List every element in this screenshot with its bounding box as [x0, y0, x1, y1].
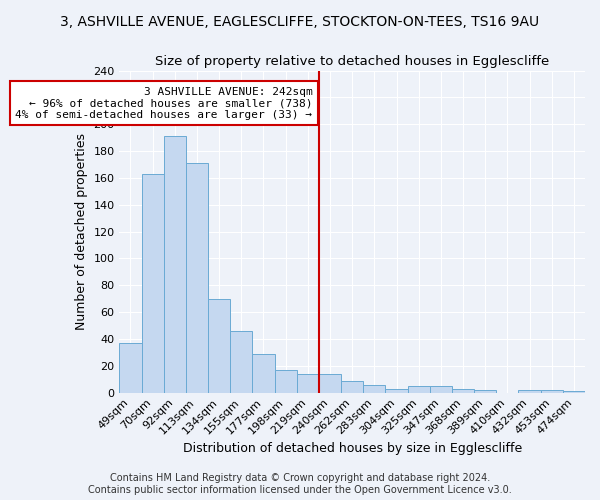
Bar: [275, 370, 297, 392]
Bar: [253, 354, 275, 393]
Bar: [541, 390, 563, 392]
Bar: [474, 390, 496, 392]
Bar: [142, 174, 164, 392]
Bar: [186, 163, 208, 392]
Bar: [430, 386, 452, 392]
X-axis label: Distribution of detached houses by size in Egglescliffe: Distribution of detached houses by size …: [182, 442, 522, 455]
Bar: [452, 388, 474, 392]
Bar: [518, 390, 541, 392]
Bar: [407, 386, 430, 392]
Text: 3 ASHVILLE AVENUE: 242sqm
← 96% of detached houses are smaller (738)
4% of semi-: 3 ASHVILLE AVENUE: 242sqm ← 96% of detac…: [15, 86, 312, 120]
Bar: [385, 388, 407, 392]
Title: Size of property relative to detached houses in Egglescliffe: Size of property relative to detached ho…: [155, 55, 550, 68]
Bar: [341, 380, 363, 392]
Bar: [297, 374, 319, 392]
Bar: [119, 343, 142, 392]
Y-axis label: Number of detached properties: Number of detached properties: [74, 133, 88, 330]
Bar: [363, 384, 385, 392]
Bar: [230, 331, 253, 392]
Text: Contains HM Land Registry data © Crown copyright and database right 2024.
Contai: Contains HM Land Registry data © Crown c…: [88, 474, 512, 495]
Text: 3, ASHVILLE AVENUE, EAGLESCLIFFE, STOCKTON-ON-TEES, TS16 9AU: 3, ASHVILLE AVENUE, EAGLESCLIFFE, STOCKT…: [61, 15, 539, 29]
Bar: [164, 136, 186, 392]
Bar: [319, 374, 341, 392]
Bar: [208, 298, 230, 392]
